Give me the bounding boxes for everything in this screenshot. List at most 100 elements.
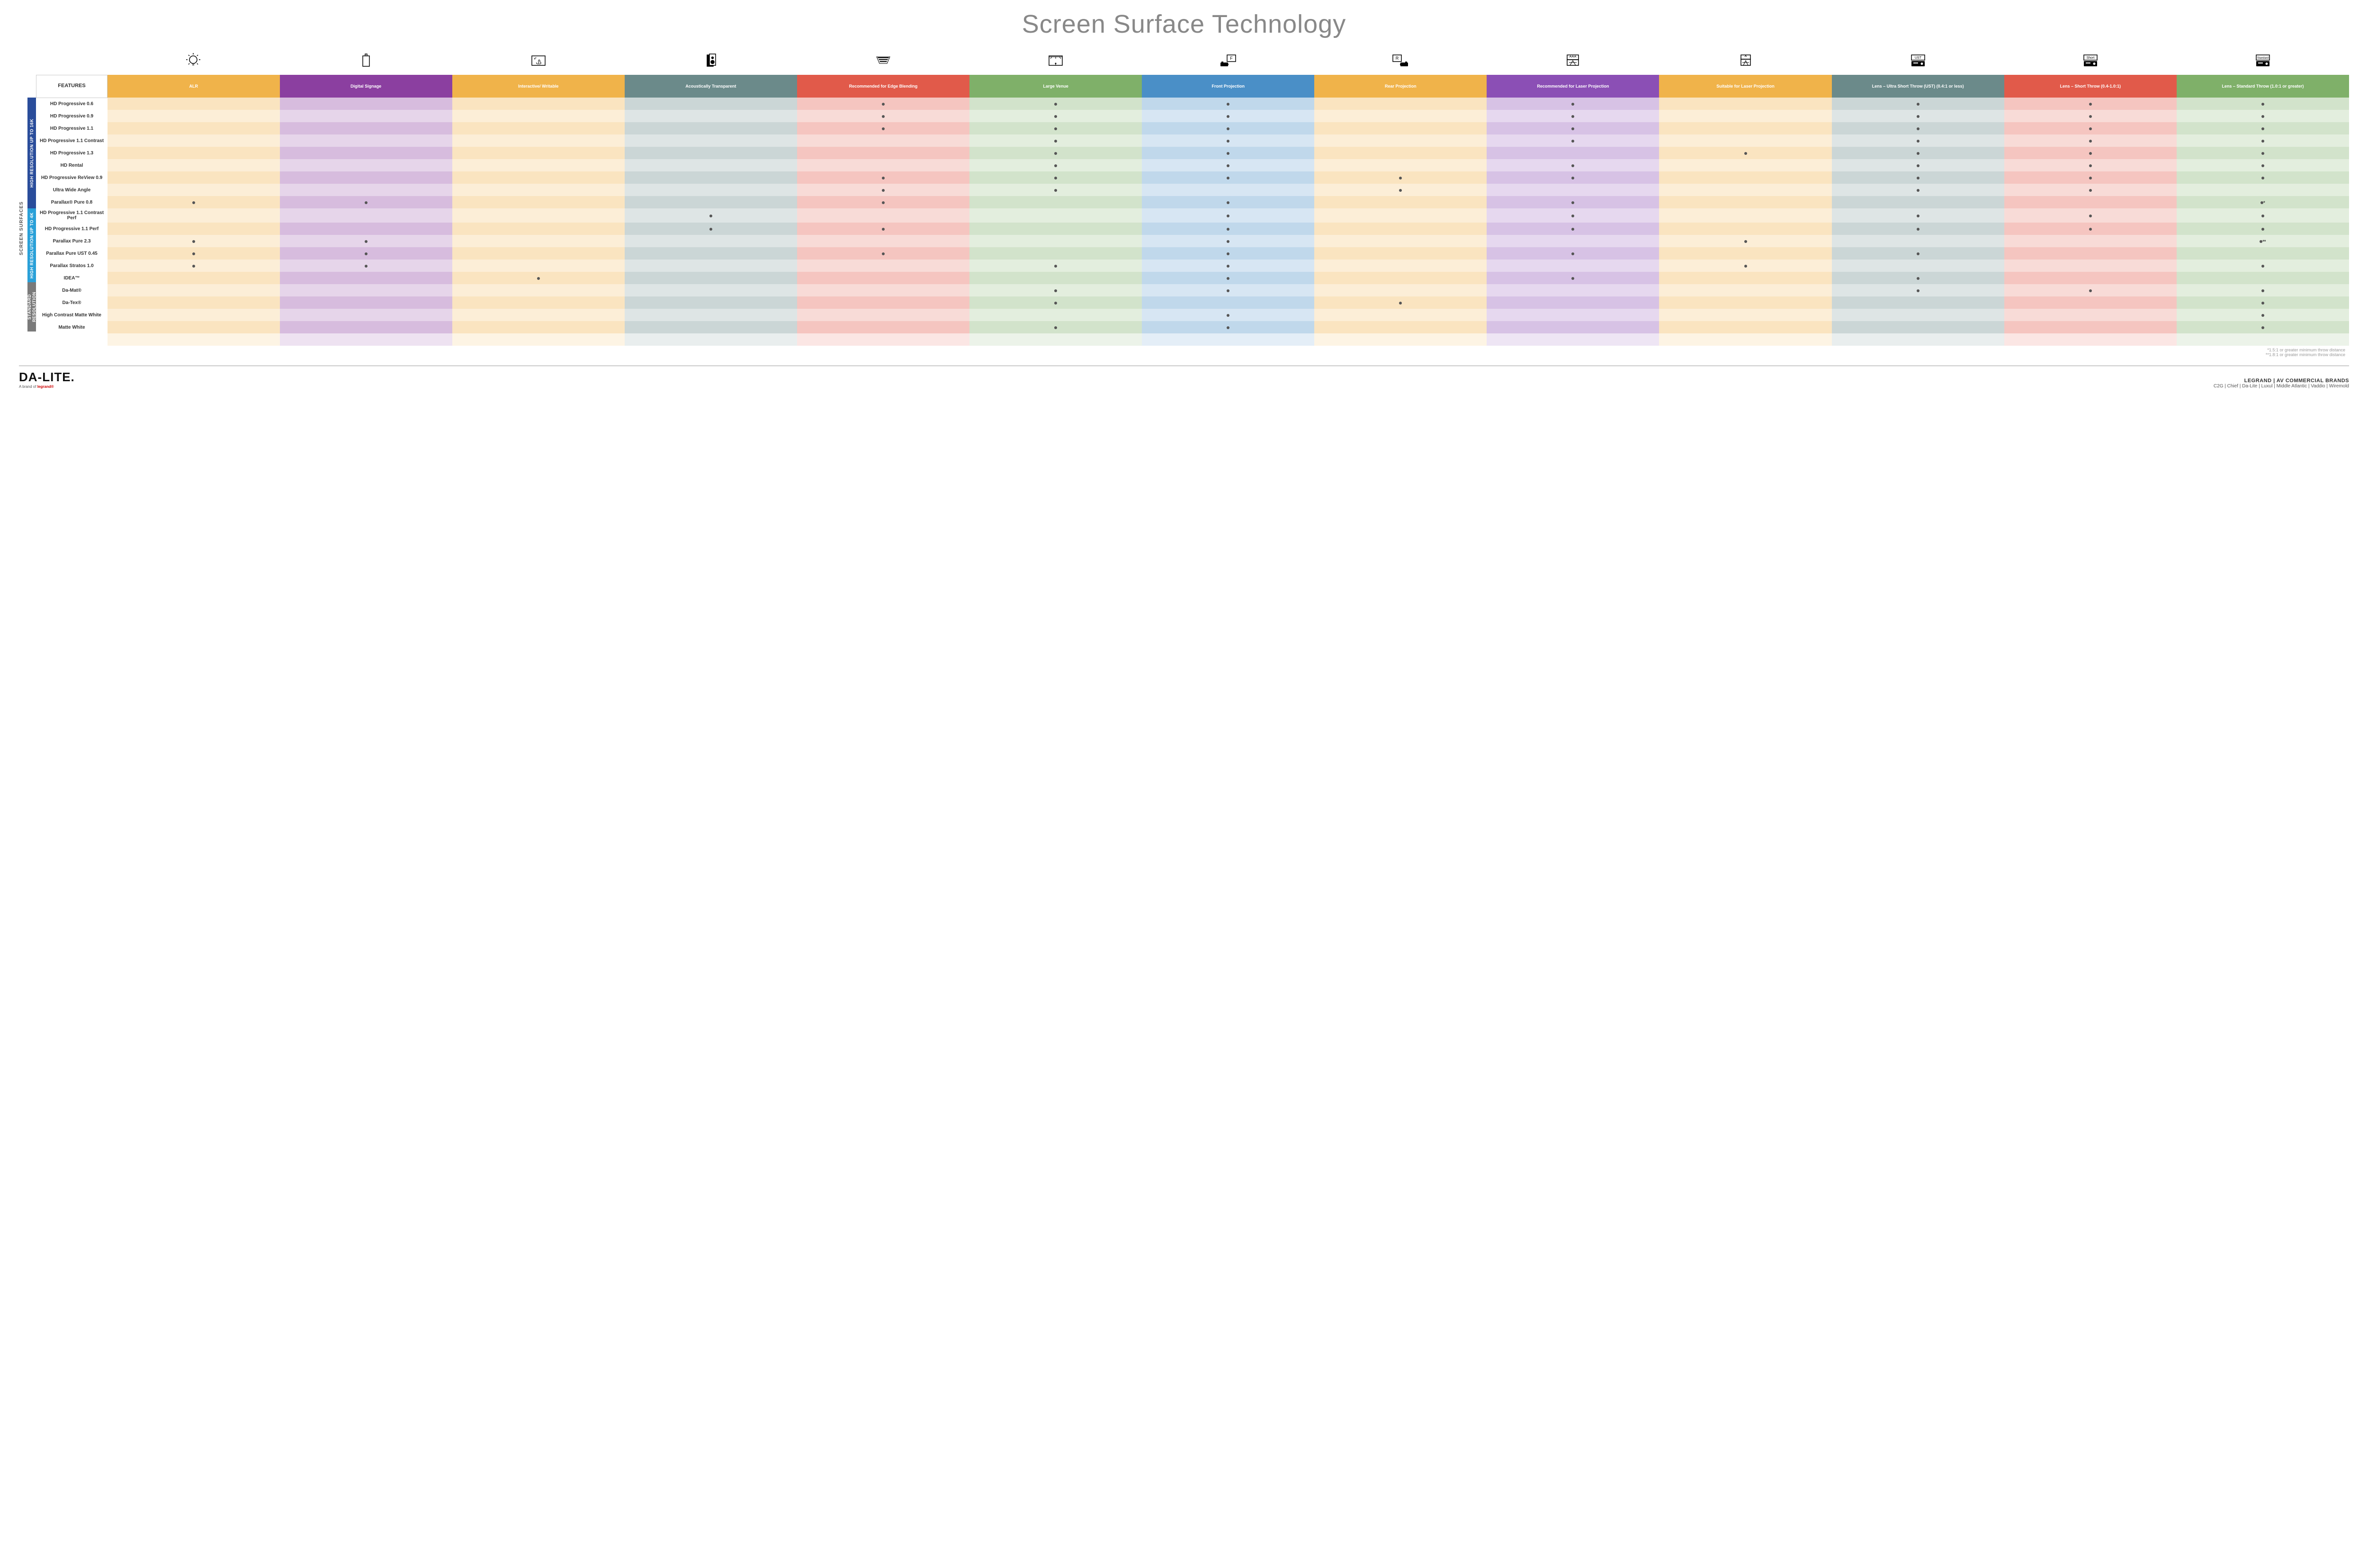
cell: [280, 208, 452, 223]
table-row: HD Progressive ReView 0.9: [36, 171, 2350, 184]
cell: [969, 184, 1142, 196]
col-header-edge: Recommended for Edge Blending: [797, 75, 969, 98]
cell: [1487, 196, 1659, 208]
cell: [1487, 159, 1659, 171]
touch-icon: [452, 48, 625, 75]
cell: [1832, 321, 2004, 333]
cell: [797, 184, 969, 196]
page-title: Screen Surface Technology: [19, 9, 2349, 39]
cell: [280, 171, 452, 184]
cell: [1314, 208, 1487, 223]
table-row: Da-Tex®: [36, 296, 2350, 309]
cell: [452, 223, 625, 235]
cell: [1487, 223, 1659, 235]
col-header-laser_rec: Recommended for Laser Projection: [1487, 75, 1659, 98]
cell: [452, 110, 625, 122]
cell: [1314, 147, 1487, 159]
table-row: Da-Mat®: [36, 284, 2350, 296]
cell: [280, 296, 452, 309]
cell: [2004, 98, 2177, 110]
table-row: Parallax® Pure 0.8*: [36, 196, 2350, 208]
cell: [1832, 110, 2004, 122]
cell: [108, 208, 280, 223]
cell: [108, 196, 280, 208]
cell: [2177, 159, 2349, 171]
cell: [625, 223, 797, 235]
cell: [2177, 147, 2349, 159]
cell: [108, 309, 280, 321]
cell: [1142, 235, 1314, 247]
cell: [1659, 134, 1831, 147]
cell: [1832, 171, 2004, 184]
cell: [1487, 260, 1659, 272]
col-header-acoustic: Acoustically Transparent: [625, 75, 797, 98]
cell: [2177, 122, 2349, 134]
cell: [108, 296, 280, 309]
cell: [1659, 208, 1831, 223]
cell: [625, 208, 797, 223]
cell: [625, 321, 797, 333]
cell: **: [2177, 235, 2349, 247]
cell: [1487, 247, 1659, 260]
cell: [969, 110, 1142, 122]
row-label: HD Progressive 1.1 Contrast Perf: [36, 208, 108, 223]
cell: [969, 260, 1142, 272]
cell: [1314, 134, 1487, 147]
cell: [2177, 208, 2349, 223]
cell: [1659, 171, 1831, 184]
cell: [452, 296, 625, 309]
footnotes: *1.5:1 or greater minimum throw distance…: [36, 346, 2349, 359]
cell: [2004, 272, 2177, 284]
cell: [280, 247, 452, 260]
cell: [108, 147, 280, 159]
cell: [1832, 309, 2004, 321]
chart: SCREEN SURFACES HIGH RESOLUTION UP TO 16…: [19, 48, 2349, 359]
cell: [1832, 147, 2004, 159]
cell: *: [2177, 196, 2349, 208]
cell: [1487, 296, 1659, 309]
cell: [1659, 122, 1831, 134]
side-label-screen-surfaces: SCREEN SURFACES: [19, 98, 27, 359]
logo-subtitle: A brand of legrand®: [19, 385, 75, 389]
cell: [1487, 171, 1659, 184]
cell: [1314, 110, 1487, 122]
table-row: HD Rental: [36, 159, 2350, 171]
cell: [1142, 122, 1314, 134]
cell: [969, 122, 1142, 134]
table-row: Parallax Stratos 1.0: [36, 260, 2350, 272]
cell: [1832, 260, 2004, 272]
cell: [1659, 110, 1831, 122]
cell: [2004, 235, 2177, 247]
col-header-short: Lens – Short Throw (0.4-1.0:1): [2004, 75, 2177, 98]
features-heading: FEATURES: [36, 75, 108, 98]
cell: [1832, 296, 2004, 309]
cell: [2004, 309, 2177, 321]
cell: [2177, 260, 2349, 272]
cell: [108, 134, 280, 147]
svg-text:R: R: [1396, 56, 1399, 61]
svg-text:Standard: Standard: [2257, 57, 2269, 60]
row-label: Parallax Pure UST 0.45: [36, 247, 108, 260]
row-label: High Contrast Matte White: [36, 309, 108, 321]
cell: [108, 284, 280, 296]
table-row: Parallax Pure 2.3**: [36, 235, 2350, 247]
cell: [1142, 147, 1314, 159]
col-header-signage: Digital Signage: [280, 75, 452, 98]
laser_rec-icon: [1487, 48, 1659, 75]
cell: [2177, 223, 2349, 235]
row-label: HD Progressive 0.6: [36, 98, 108, 110]
cell: [797, 296, 969, 309]
cell: [625, 284, 797, 296]
cell: [280, 134, 452, 147]
cell: [797, 134, 969, 147]
cell: [1487, 184, 1659, 196]
cell: [280, 98, 452, 110]
cell: [1142, 208, 1314, 223]
cell: [280, 184, 452, 196]
cell: [2004, 247, 2177, 260]
cell: [969, 147, 1142, 159]
cell: [625, 171, 797, 184]
cell: [969, 284, 1142, 296]
cell: [1314, 296, 1487, 309]
cell: [797, 247, 969, 260]
